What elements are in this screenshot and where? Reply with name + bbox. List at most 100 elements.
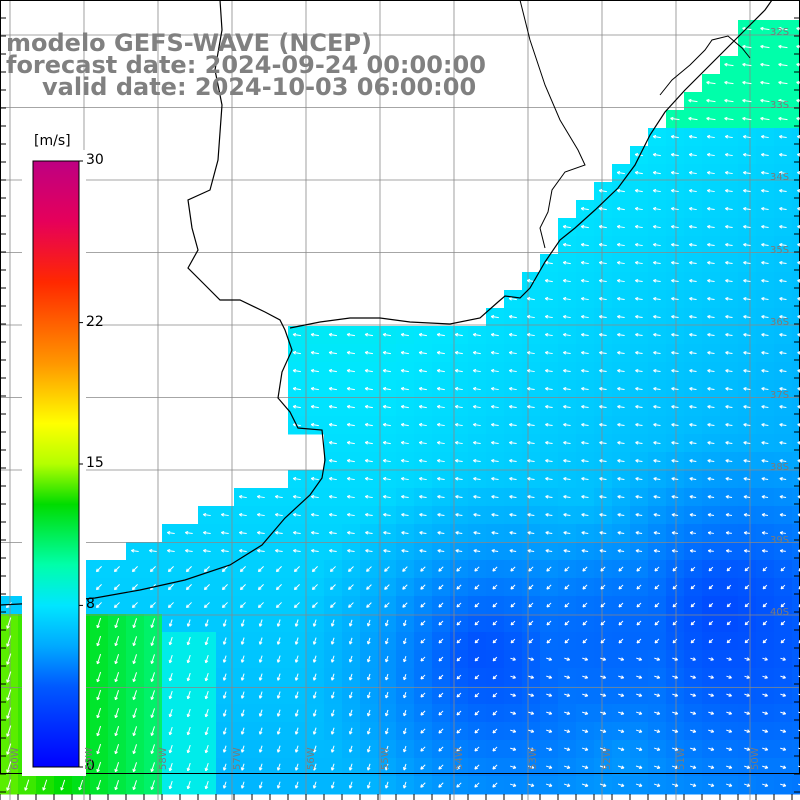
wind-arrow bbox=[454, 332, 463, 337]
wind-arrow bbox=[545, 368, 553, 373]
colorbar-gradient bbox=[32, 160, 80, 768]
wind-arrow bbox=[581, 476, 589, 481]
wind-arrow bbox=[562, 224, 571, 229]
wind-arrow bbox=[707, 296, 715, 301]
wind-arrow bbox=[616, 188, 625, 193]
wind-arrow bbox=[364, 332, 373, 337]
wind-arrow bbox=[761, 242, 769, 247]
field-cell bbox=[792, 776, 800, 795]
wind-arrow bbox=[761, 134, 769, 139]
wind-arrow bbox=[490, 386, 499, 391]
wind-arrow bbox=[527, 476, 535, 481]
wind-arrow bbox=[436, 422, 445, 427]
field-cell bbox=[792, 74, 800, 93]
wind-arrow bbox=[724, 116, 734, 121]
wind-arrow bbox=[743, 278, 751, 283]
wind-arrow bbox=[689, 386, 697, 391]
wind-arrow bbox=[491, 440, 499, 445]
wind-arrow bbox=[760, 98, 770, 103]
wind-arrow bbox=[400, 332, 409, 337]
wind-arrow bbox=[743, 296, 751, 301]
wind-arrow bbox=[581, 422, 589, 427]
wind-arrow bbox=[707, 404, 715, 409]
field-cell bbox=[792, 542, 800, 561]
wind-arrow bbox=[742, 44, 752, 49]
wind-arrow bbox=[400, 404, 409, 409]
wind-arrow bbox=[599, 404, 607, 409]
wind-arrow bbox=[671, 260, 679, 265]
wind-arrow bbox=[761, 332, 769, 337]
wind-arrow bbox=[653, 296, 661, 301]
wind-arrow bbox=[328, 404, 337, 409]
wind-arrow bbox=[599, 350, 607, 355]
wind-arrow bbox=[580, 260, 589, 265]
field-cell bbox=[792, 470, 800, 489]
wind-arrow bbox=[707, 332, 715, 337]
latitude-label: 36S bbox=[770, 317, 790, 328]
wind-arrow bbox=[707, 440, 715, 445]
wind-arrow bbox=[761, 260, 769, 265]
longitude-label: 52W bbox=[602, 747, 613, 770]
wind-arrow bbox=[563, 458, 571, 463]
wind-arrow bbox=[563, 422, 571, 427]
wind-arrow bbox=[779, 242, 787, 247]
wind-arrow bbox=[653, 350, 661, 355]
wind-arrow bbox=[670, 116, 680, 121]
wind-arrow bbox=[652, 224, 661, 229]
wind-arrow bbox=[635, 440, 643, 445]
wind-arrow bbox=[688, 170, 697, 175]
wind-arrow bbox=[706, 98, 716, 103]
wind-arrow bbox=[725, 170, 733, 175]
wind-arrow bbox=[599, 314, 607, 319]
wind-arrow bbox=[616, 260, 625, 265]
wind-arrow bbox=[761, 152, 769, 157]
wind-arrow bbox=[544, 296, 553, 301]
wind-arrow bbox=[778, 116, 788, 121]
wind-arrow bbox=[455, 458, 463, 463]
wind-arrow bbox=[688, 134, 697, 139]
wind-arrow bbox=[743, 332, 751, 337]
wind-arrow bbox=[491, 476, 499, 481]
wind-arrow bbox=[598, 242, 607, 247]
wind-arrow bbox=[328, 386, 337, 391]
wind-arrow bbox=[581, 314, 589, 319]
wind-arrow bbox=[707, 206, 715, 211]
wind-arrow bbox=[617, 278, 625, 283]
wind-arrow bbox=[725, 296, 733, 301]
wind-arrow bbox=[400, 422, 409, 427]
wind-arrow bbox=[346, 332, 355, 337]
wind-arrow bbox=[778, 80, 788, 85]
wind-arrow bbox=[779, 278, 787, 283]
wind-arrow bbox=[617, 296, 625, 301]
wind-arrow bbox=[382, 422, 391, 427]
wind-arrow bbox=[563, 404, 571, 409]
wind-arrow bbox=[527, 458, 535, 463]
wind-arrow bbox=[671, 458, 679, 463]
wind-arrow bbox=[292, 404, 301, 409]
wind-arrow bbox=[796, 62, 800, 67]
wind-arrow bbox=[671, 440, 679, 445]
wind-arrow bbox=[779, 459, 787, 463]
wind-arrow bbox=[400, 368, 409, 373]
wind-arrow bbox=[689, 206, 697, 211]
field-cell bbox=[792, 416, 800, 435]
wind-arrow bbox=[689, 332, 697, 337]
wind-arrow bbox=[742, 98, 752, 103]
wind-arrow bbox=[760, 62, 770, 67]
wind-arrow bbox=[671, 368, 679, 373]
wind-arrow bbox=[743, 386, 751, 391]
field-cell bbox=[792, 38, 800, 57]
field-cell bbox=[792, 20, 800, 39]
longitude-label: 51W bbox=[676, 747, 687, 770]
wind-arrow bbox=[653, 314, 661, 319]
wind-arrow bbox=[778, 44, 788, 49]
wind-arrow bbox=[400, 386, 409, 391]
wind-arrow bbox=[779, 206, 787, 211]
wind-arrow bbox=[635, 404, 643, 409]
latitude-label: 40S bbox=[770, 607, 790, 618]
colorbar-tick-label: 15 bbox=[86, 455, 104, 471]
wind-arrow bbox=[635, 350, 643, 355]
wind-arrow bbox=[671, 242, 679, 247]
wind-arrow bbox=[490, 314, 499, 319]
latitude-label: 39S bbox=[770, 534, 790, 546]
